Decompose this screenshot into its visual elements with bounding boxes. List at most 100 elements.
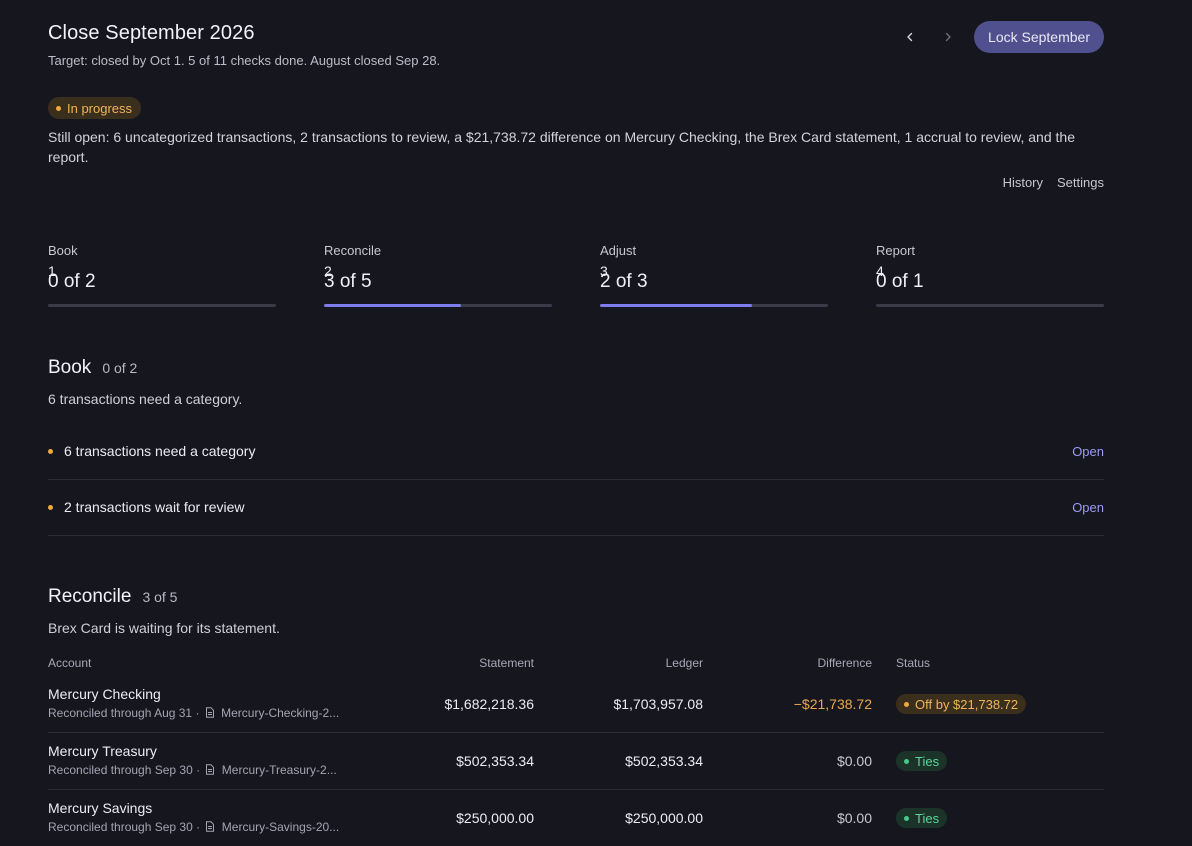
column-difference: Difference (817, 656, 872, 670)
difference-amount: −$21,738.72 (793, 696, 872, 712)
pending-dot-icon (48, 504, 53, 510)
statement-file-link[interactable]: Mercury-Savings-20... (221, 820, 340, 834)
step-progress-text: 3 of 5 (324, 271, 372, 292)
task-open-link[interactable]: Open (1072, 443, 1104, 459)
step-adjust[interactable]: 3 Adjust 2 of 3 (600, 243, 828, 307)
step-progress-bar (324, 304, 552, 307)
step-label: 3 Adjust (600, 243, 828, 279)
step-label: 2 Reconcile (324, 243, 552, 279)
reconciled-through: Reconciled through Sep 30 · (48, 820, 201, 834)
book-section-title: Book (48, 357, 92, 378)
step-label: 4 Report (876, 243, 1104, 279)
step-book[interactable]: 1 Book 0 of 2 (48, 243, 276, 307)
step-name: Book (48, 243, 78, 258)
header-links: History Settings (1003, 175, 1104, 190)
status-label: Off by $21,738.72 (915, 696, 1019, 712)
step-progress-text: 2 of 3 (600, 271, 648, 292)
page-subtitle: Target: closed by Oct 1. 5 of 11 checks … (48, 53, 441, 68)
reconcile-section-heading: Reconcile 3 of 5 (48, 586, 177, 608)
status-badge: Off by $21,738.72 (896, 694, 1027, 714)
settings-link[interactable]: Settings (1057, 175, 1104, 190)
reconcile-section-description: Brex Card is waiting for its statement. (48, 620, 280, 636)
step-number: 3 (600, 263, 608, 279)
status-dot-icon (904, 701, 909, 707)
step-report[interactable]: 4 Report 0 of 1 (876, 243, 1104, 307)
reconcile-section-count: 3 of 5 (142, 589, 178, 605)
reconciled-through: Reconciled through Aug 31 · (48, 706, 200, 720)
step-name: Report (876, 243, 916, 258)
pending-dot-icon (48, 448, 53, 454)
account-name: Mercury Checking (48, 686, 161, 702)
account-subtitle: Reconciled through Sep 30 · Mercury-Savi… (48, 820, 368, 834)
book-section-count: 0 of 2 (102, 360, 138, 376)
page-header: Close September 2026 Target: closed by O… (48, 0, 1104, 90)
column-ledger: Ledger (665, 656, 703, 670)
task-row: 2 transactions wait for review Open (48, 479, 1104, 536)
history-link[interactable]: History (1002, 175, 1044, 190)
step-name: Adjust (600, 243, 637, 258)
difference-amount: $0.00 (836, 810, 872, 826)
document-icon (205, 707, 214, 718)
statement-file-link[interactable]: Mercury-Treasury-2... (221, 763, 337, 777)
task-label: 6 transactions need a category (64, 443, 256, 459)
table-row[interactable]: Mercury Treasury Reconciled through Sep … (48, 733, 1104, 790)
reconcile-table: Account Statement Ledger Difference Stat… (48, 656, 1104, 846)
status-dot-icon (56, 105, 61, 111)
column-statement: Statement (479, 656, 534, 670)
step-name: Reconcile (324, 243, 382, 258)
status-badge: In progress (48, 97, 142, 119)
step-number: 4 (876, 263, 884, 279)
status-dot-icon (904, 815, 909, 821)
account-subtitle: Reconciled through Sep 30 · Mercury-Trea… (48, 763, 368, 777)
step-reconcile[interactable]: 2 Reconcile 3 of 5 (324, 243, 552, 307)
account-name: Mercury Treasury (48, 743, 157, 759)
task-label: 2 transactions wait for review (64, 499, 245, 515)
column-status: Status (896, 656, 931, 670)
status-badge: Ties (896, 751, 948, 771)
ledger-balance: $250,000.00 (625, 810, 703, 826)
page-title: Close September 2026 (48, 22, 255, 44)
account-subtitle: Reconciled through Aug 31 · Mercury-Chec… (48, 706, 368, 720)
close-page: Close September 2026 Target: closed by O… (48, 0, 1104, 834)
status-dot-icon (904, 758, 909, 764)
lock-month-button[interactable]: Lock September (974, 21, 1104, 53)
previous-month-button[interactable] (898, 21, 922, 53)
close-steps: 1 Book 0 of 2 2 Reconcile 3 of 5 3 Adjust 2… (48, 243, 1104, 307)
document-icon (206, 821, 215, 832)
ledger-balance: $1,703,957.08 (613, 696, 703, 712)
account-name: Mercury Savings (48, 800, 153, 816)
statement-balance: $502,353.34 (456, 753, 534, 769)
step-progress-text: 0 of 2 (48, 271, 96, 292)
status-label: Ties (915, 810, 940, 826)
difference-amount: $0.00 (836, 753, 872, 769)
reconciled-through: Reconciled through Sep 30 · (48, 763, 201, 777)
step-label: 1 Book (48, 243, 276, 279)
column-account: Account (48, 656, 92, 670)
chevron-right-icon (945, 32, 951, 42)
table-row[interactable]: Mercury Checking Reconciled through Aug … (48, 676, 1104, 733)
statement-balance: $250,000.00 (456, 810, 534, 826)
task-open-link[interactable]: Open (1072, 499, 1104, 515)
ledger-balance: $502,353.34 (625, 753, 703, 769)
step-progress-bar (48, 304, 276, 307)
step-progress-fill (324, 304, 461, 307)
step-progress-fill (600, 304, 753, 307)
table-header: Account Statement Ledger Difference Stat… (48, 656, 1104, 676)
step-progress-bar (876, 304, 1104, 307)
next-month-button[interactable] (936, 21, 960, 53)
step-progress-text: 0 of 1 (876, 271, 924, 292)
statement-file-link[interactable]: Mercury-Checking-2... (221, 706, 340, 720)
step-number: 1 (48, 263, 56, 279)
statement-balance: $1,682,218.36 (444, 696, 534, 712)
book-section-description: 6 transactions need a category. (48, 391, 243, 407)
chevron-left-icon (907, 32, 913, 42)
step-number: 2 (324, 263, 332, 279)
table-row[interactable]: Mercury Savings Reconciled through Sep 3… (48, 790, 1104, 846)
still-open-summary: Still open: 6 uncategorized transactions… (48, 129, 1075, 165)
document-icon (206, 764, 215, 775)
task-row: 6 transactions need a category Open (48, 423, 1104, 480)
reconcile-section-title: Reconcile (48, 586, 132, 607)
status-label: Ties (915, 753, 940, 769)
book-section-heading: Book 0 of 2 (48, 357, 137, 379)
step-progress-bar (600, 304, 828, 307)
